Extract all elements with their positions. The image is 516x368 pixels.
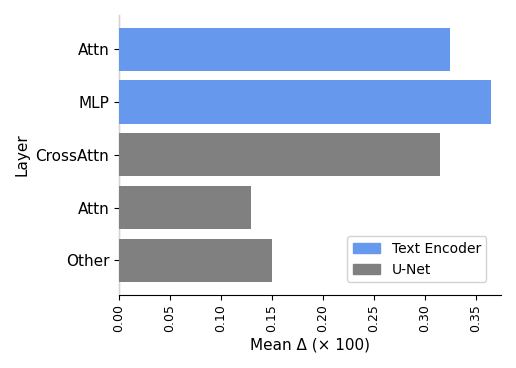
X-axis label: Mean Δ (× 100): Mean Δ (× 100) — [250, 338, 370, 353]
Bar — [119, 81, 491, 124]
Legend: Text Encoder, U-Net: Text Encoder, U-Net — [347, 236, 487, 282]
Bar — [119, 186, 251, 229]
Bar — [119, 239, 272, 282]
Bar — [119, 28, 450, 71]
Y-axis label: Layer: Layer — [15, 134, 30, 176]
Bar — [119, 133, 440, 177]
